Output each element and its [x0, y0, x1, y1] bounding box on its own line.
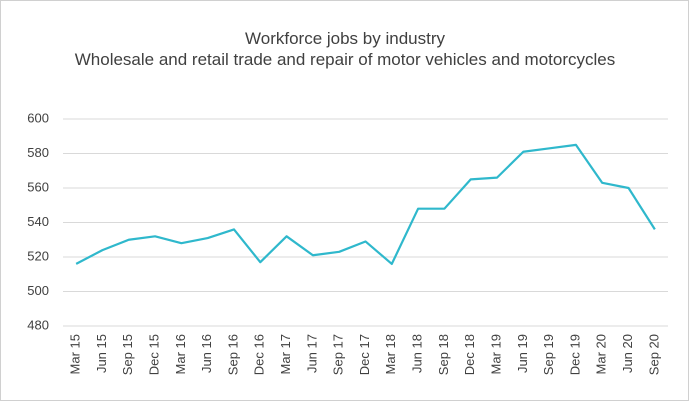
x-tick-label: Sep 15: [120, 334, 135, 375]
x-tick-label: Jun 16: [199, 334, 214, 373]
x-tick-label: Jun 20: [620, 334, 635, 373]
y-tick-label: 480: [27, 317, 49, 332]
x-tick-label: Dec 17: [357, 334, 372, 375]
x-tick-label: Dec 18: [462, 334, 477, 375]
x-tick-label: Mar 17: [278, 334, 293, 374]
x-tick-label: Mar 18: [383, 334, 398, 374]
chart-subtitle: Wholesale and retail trade and repair of…: [74, 50, 616, 69]
x-tick-label: Sep 17: [331, 334, 346, 375]
x-tick-label: Mar 16: [173, 334, 188, 374]
x-tick-label: Mar 20: [594, 334, 609, 374]
y-tick-label: 560: [27, 179, 49, 194]
x-tick-label: Mar 19: [488, 334, 503, 374]
x-tick-label: Dec 16: [252, 334, 267, 375]
chart-header: Workforce jobs by industry Wholesale and…: [60, 28, 630, 70]
y-tick-label: 520: [27, 248, 49, 263]
chart-title: Workforce jobs by industry: [245, 29, 445, 48]
y-tick-label: 580: [27, 145, 49, 160]
x-tick-label: Jun 15: [94, 334, 109, 373]
x-tick-label: Sep 19: [541, 334, 556, 375]
x-tick-label: Dec 19: [567, 334, 582, 375]
x-tick-label: Sep 16: [225, 334, 240, 375]
y-tick-label: 500: [27, 283, 49, 298]
x-tick-label: Sep 20: [646, 334, 661, 375]
x-tick-label: Dec 15: [147, 334, 162, 375]
x-tick-label: Jun 17: [304, 334, 319, 373]
y-tick-label: 540: [27, 214, 49, 229]
line-series: [75, 143, 656, 265]
x-tick-label: Jun 18: [410, 334, 425, 373]
x-tick-label: Jun 19: [515, 334, 530, 373]
y-tick-label: 600: [27, 110, 49, 125]
x-tick-label: Sep 18: [436, 334, 451, 375]
x-tick-label: Mar 15: [68, 334, 83, 374]
